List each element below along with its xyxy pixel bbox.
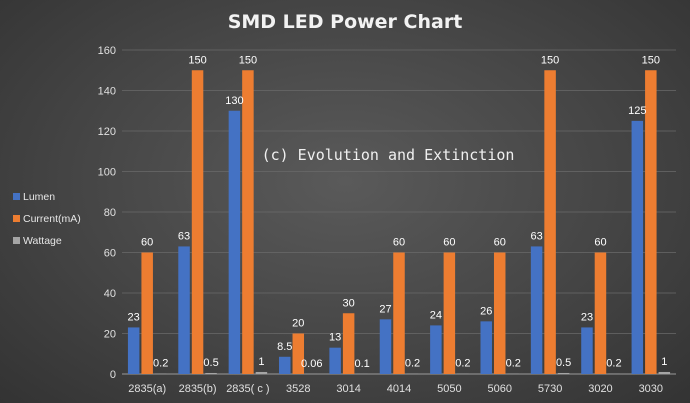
legend-label: Lumen (23, 191, 55, 203)
data-label: 60 (443, 237, 455, 249)
bar-lumen (631, 120, 644, 374)
x-tick-label: 5060 (487, 383, 511, 395)
data-label: 60 (494, 237, 506, 249)
legend: Lumen Current(mA) Wattage (13, 191, 81, 247)
legend-label: Wattage (23, 235, 62, 247)
data-label: 60 (393, 237, 405, 249)
x-tick-label: 2835(a) (128, 383, 166, 395)
x-tick-label: 5050 (437, 383, 461, 395)
bar-lumen (480, 321, 492, 374)
y-tick-label: 120 (98, 126, 116, 138)
data-label: 60 (141, 237, 153, 249)
x-tick-label: 5730 (538, 383, 562, 395)
data-label: 20 (292, 318, 304, 330)
y-tick-label: 80 (104, 207, 116, 219)
bar-current-ma (393, 252, 405, 374)
bar-current-ma (191, 70, 204, 374)
bar-current-ma (493, 252, 506, 374)
data-label: 0.2 (455, 358, 470, 370)
data-label: 150 (541, 54, 559, 66)
bar-current-ma (443, 252, 456, 374)
watermark: (c) Evolution and Extinction (262, 146, 515, 164)
data-label: 0.2 (405, 358, 420, 370)
legend-item: Wattage (13, 235, 62, 247)
x-tick-label: 2835( c ) (226, 383, 269, 395)
y-tick-label: 100 (98, 167, 116, 179)
data-label: 0.2 (606, 358, 621, 370)
y-tick-label: 160 (98, 45, 116, 57)
data-label: 23 (128, 311, 140, 323)
data-label: 0.2 (153, 358, 168, 370)
legend-swatch (13, 193, 20, 200)
bar-current-ma (292, 333, 305, 374)
x-tick-label: 3020 (588, 383, 612, 395)
x-tick-label: 4014 (387, 383, 411, 395)
data-label: 63 (530, 230, 542, 242)
data-label: 63 (178, 230, 190, 242)
legend-label: Current(mA) (23, 213, 81, 225)
data-label: 13 (329, 332, 341, 344)
bar-current-ma (141, 252, 153, 374)
y-tick-label: 40 (104, 288, 116, 300)
data-label: 24 (430, 309, 442, 321)
x-tick-label: 2835(b) (179, 383, 217, 395)
y-axis-ticks: 0 20 40 60 80 100 120 140 160 (98, 45, 116, 381)
bar-lumen (530, 246, 543, 374)
data-label: 0.5 (556, 357, 571, 369)
bar-wattage (557, 372, 570, 374)
bar-wattage (255, 371, 268, 374)
data-label: 0.5 (203, 357, 218, 369)
y-tick-label: 0 (110, 369, 116, 381)
bar-current-ma (544, 70, 556, 374)
bar-current-ma (594, 252, 607, 374)
x-tick-label: 3030 (639, 383, 663, 395)
data-label: 1 (661, 356, 667, 368)
data-label: 125 (628, 105, 646, 117)
data-label: 30 (343, 297, 355, 309)
bar-lumen (228, 110, 241, 374)
x-axis-ticks: 2835(a) 2835(b) 2835( c ) 3528 3014 4014 5050 5… (128, 383, 663, 395)
legend-swatch (13, 215, 20, 222)
bar-lumen (279, 356, 291, 374)
data-label: 26 (480, 305, 492, 317)
y-tick-label: 140 (98, 86, 116, 98)
bar-wattage (658, 371, 671, 374)
data-label: 8.5 (277, 341, 292, 353)
bar-wattage (205, 372, 217, 374)
data-label: 0.06 (301, 358, 322, 370)
data-label: 60 (594, 237, 606, 249)
bar-lumen (581, 327, 593, 374)
bars (127, 70, 671, 374)
bar-lumen (178, 246, 190, 374)
data-label: 23 (581, 311, 593, 323)
bar-lumen (127, 327, 140, 374)
data-label: 130 (225, 95, 243, 107)
chart-title: SMD LED Power Chart (228, 11, 463, 33)
y-tick-label: 60 (104, 248, 116, 260)
bar-lumen (379, 319, 392, 374)
legend-swatch (13, 237, 20, 244)
data-label: 27 (379, 303, 391, 315)
data-label: 0.2 (506, 358, 521, 370)
bar-lumen (430, 325, 442, 374)
data-label: 150 (642, 54, 660, 66)
legend-item: Lumen (13, 191, 55, 203)
bar-current-ma (242, 70, 254, 374)
data-label: 0.1 (354, 358, 369, 370)
legend-item: Current(mA) (13, 213, 81, 225)
y-tick-label: 20 (104, 329, 116, 341)
bar-lumen (329, 347, 341, 374)
x-tick-label: 3528 (286, 383, 310, 395)
data-label: 150 (239, 54, 257, 66)
bar-current-ma (645, 70, 657, 374)
data-label: 1 (258, 356, 264, 368)
x-tick-label: 3014 (336, 383, 360, 395)
bar-current-ma (342, 313, 355, 374)
data-labels: 23 60 0.2 63 150 0.5 130 150 1 8.520 0.06 13 30 0.1 27… (128, 54, 668, 370)
data-label: 150 (188, 54, 206, 66)
